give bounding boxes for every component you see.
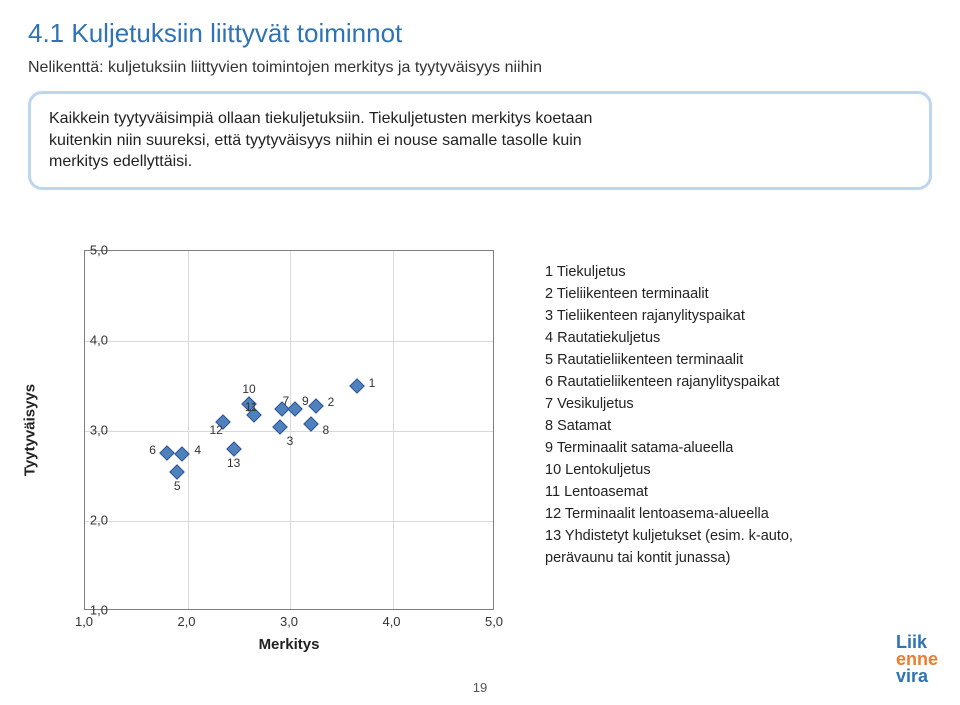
x-tick-label: 5,0 <box>485 614 503 629</box>
data-point-label: 4 <box>194 443 201 457</box>
page-subtitle: Nelikenttä: kuljetuksiin liittyvien toim… <box>0 59 960 91</box>
legend-item: 10 Lentokuljetus <box>545 460 915 481</box>
data-point-label: 6 <box>149 443 156 457</box>
gridline-horizontal <box>85 521 493 522</box>
x-tick-label: 2,0 <box>177 614 195 629</box>
legend-item: 4 Rautatiekuljetus <box>545 328 915 349</box>
y-tick-label: 3,0 <box>78 423 108 438</box>
data-point-label: 3 <box>287 434 294 448</box>
y-tick-label: 1,0 <box>78 603 108 618</box>
legend-item: 2 Tieliikenteen terminaalit <box>545 284 915 305</box>
legend-item: 8 Satamat <box>545 416 915 437</box>
gridline-vertical <box>290 251 291 609</box>
legend-item: 13 Yhdistetyt kuljetukset (esim. k-auto, <box>545 526 915 547</box>
y-axis-label: Tyytyväisyys <box>22 384 39 476</box>
data-point-label: 5 <box>174 479 181 493</box>
legend-item: perävaunu tai kontit junassa) <box>545 548 915 569</box>
legend-item: 7 Vesikuljetus <box>545 394 915 415</box>
legend-item: 12 Terminaalit lentoasema-alueella <box>545 504 915 525</box>
data-point-label: 7 <box>283 394 290 408</box>
y-tick-label: 2,0 <box>78 513 108 528</box>
legend-item: 6 Rautatieliikenteen rajanylityspaikat <box>545 372 915 393</box>
y-tick-label: 4,0 <box>78 333 108 348</box>
callout-line-3: merkitys edellyttäisi. <box>49 153 192 170</box>
data-point-label: 2 <box>328 395 335 409</box>
data-point <box>349 378 365 394</box>
data-point-label: 12 <box>210 423 223 437</box>
legend-item: 11 Lentoasemat <box>545 482 915 503</box>
chart-legend: 1 Tiekuljetus2 Tieliikenteen terminaalit… <box>545 262 915 570</box>
plot-area: 12345678910111213 <box>84 250 494 610</box>
scatter-chart: 12345678910111213 Tyytyväisyys Merkitys … <box>28 240 528 670</box>
x-tick-label: 4,0 <box>382 614 400 629</box>
data-point-label: 11 <box>245 400 257 414</box>
gridline-vertical <box>393 251 394 609</box>
gridline-horizontal <box>85 341 493 342</box>
x-axis-label: Merkitys <box>84 636 494 653</box>
gridline-vertical <box>188 251 189 609</box>
data-point-label: 10 <box>242 382 255 396</box>
data-point <box>159 445 175 461</box>
callout-line-1: Kaikkein tyytyväisimpiä ollaan tiekuljet… <box>49 110 592 127</box>
data-point-label: 9 <box>302 394 309 408</box>
y-tick-label: 5,0 <box>78 243 108 258</box>
page-number: 19 <box>0 680 960 695</box>
legend-item: 9 Terminaalit satama-alueella <box>545 438 915 459</box>
data-point <box>303 416 319 432</box>
gridline-horizontal <box>85 431 493 432</box>
legend-item: 5 Rautatieliikenteen terminaalit <box>545 350 915 371</box>
page-title: 4.1 Kuljetuksiin liittyvät toiminnot <box>0 0 960 59</box>
data-point <box>169 464 185 480</box>
data-point <box>226 441 242 457</box>
callout-line-2: kuitenkin niin suureksi, että tyytyväisy… <box>49 132 582 149</box>
data-point-label: 8 <box>323 423 330 437</box>
legend-item: 3 Tieliikenteen rajanylityspaikat <box>545 306 915 327</box>
data-point-label: 13 <box>227 456 240 470</box>
x-tick-label: 3,0 <box>280 614 298 629</box>
data-point-label: 1 <box>369 376 376 390</box>
logo: Liik enne vira <box>896 634 938 685</box>
callout-box: Kaikkein tyytyväisimpiä ollaan tiekuljet… <box>28 91 932 190</box>
legend-item: 1 Tiekuljetus <box>545 262 915 283</box>
data-point <box>308 398 324 414</box>
